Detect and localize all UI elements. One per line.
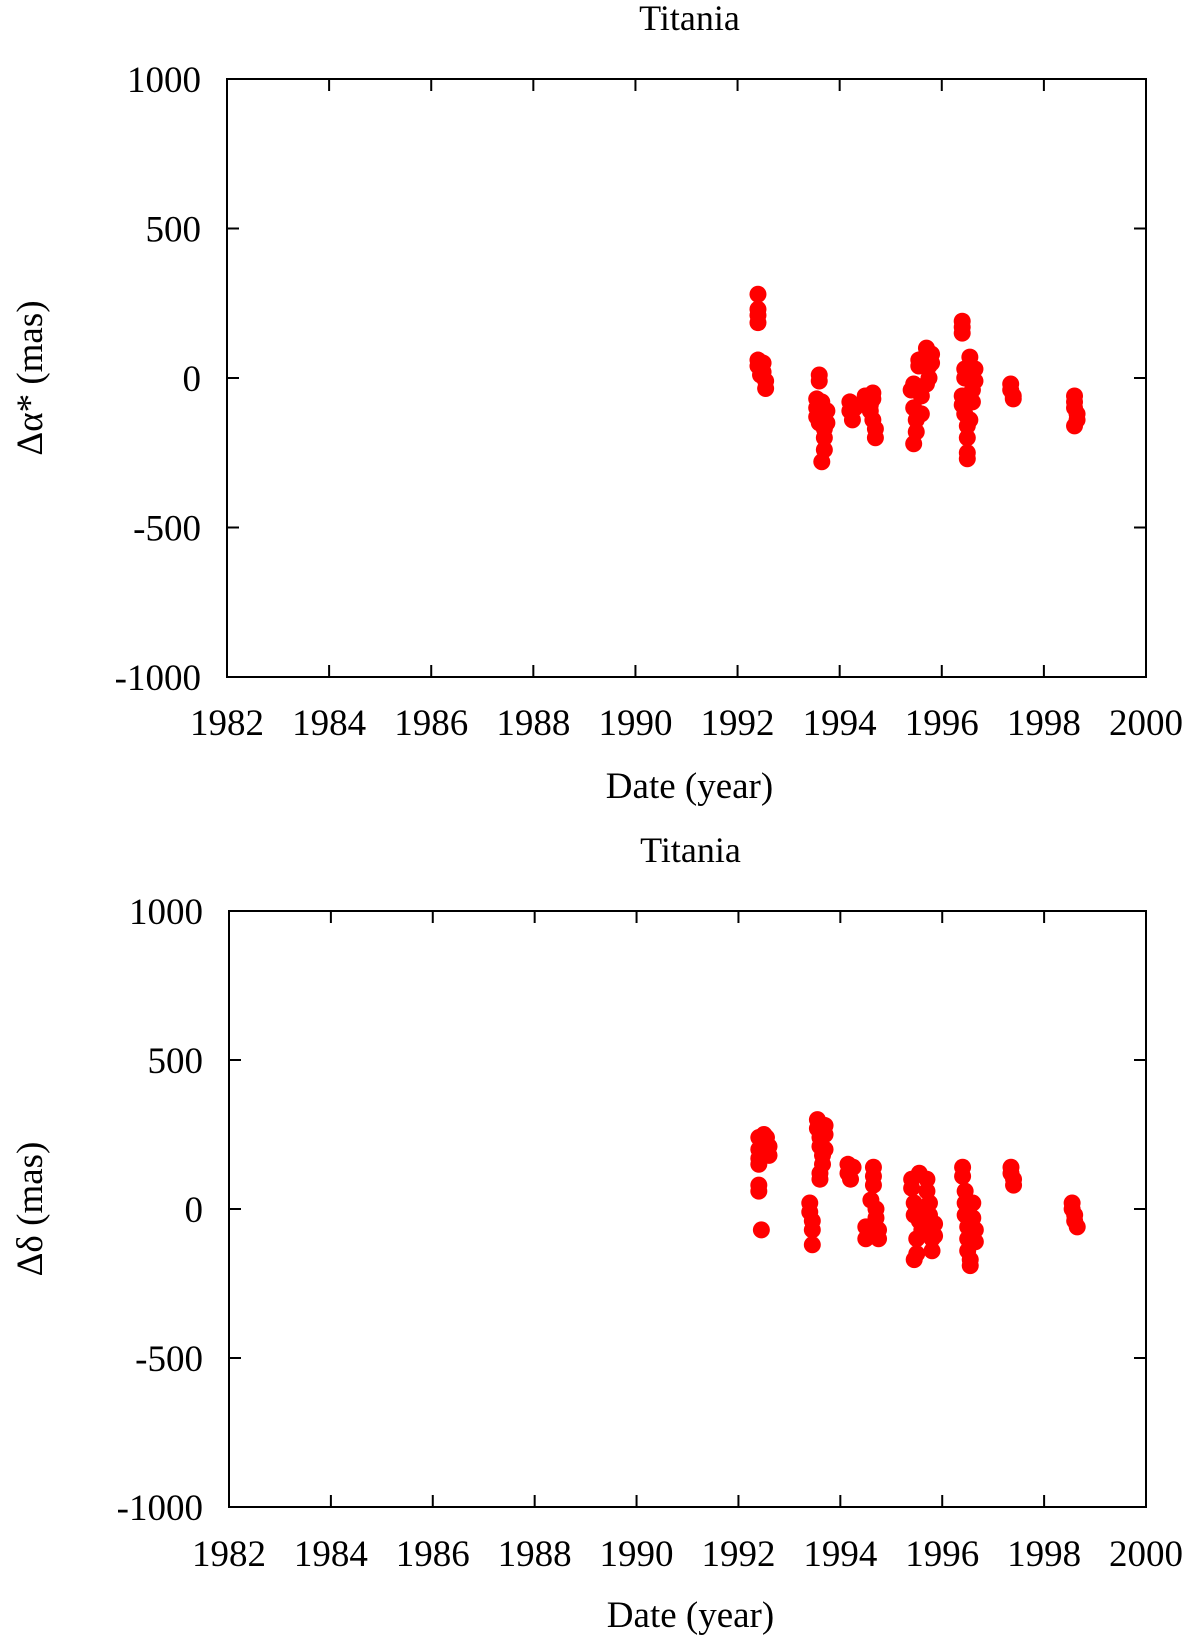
x-tick-label: 1984 bbox=[292, 703, 366, 744]
x-tick-label: 1996 bbox=[905, 703, 979, 744]
x-tick-label: 1982 bbox=[192, 1534, 266, 1575]
x-tick-label: 1996 bbox=[905, 1534, 979, 1575]
data-point bbox=[953, 324, 971, 342]
x-tick-label: 1986 bbox=[394, 703, 468, 744]
data-point bbox=[961, 1257, 979, 1275]
data-point bbox=[803, 1236, 821, 1254]
data-point bbox=[750, 1182, 768, 1200]
x-tick-label: 1988 bbox=[498, 1534, 572, 1575]
plot-frame bbox=[228, 910, 1147, 1508]
y-tick-label: -500 bbox=[133, 509, 201, 550]
x-tick-label: 1992 bbox=[701, 1534, 775, 1575]
data-point bbox=[811, 1170, 829, 1188]
data-point bbox=[803, 1221, 821, 1239]
data-point bbox=[1066, 417, 1084, 435]
data-point bbox=[810, 372, 828, 390]
data-point bbox=[923, 354, 941, 372]
data-point bbox=[1004, 390, 1022, 408]
data-point bbox=[918, 1170, 936, 1188]
y-axis-label: Δδ (mas) bbox=[10, 1142, 51, 1277]
x-tick-label: 1990 bbox=[598, 703, 672, 744]
x-tick-label: 1988 bbox=[496, 703, 570, 744]
y-tick-label: -1000 bbox=[117, 1488, 203, 1529]
data-point bbox=[923, 1242, 941, 1260]
x-tick-label: 1986 bbox=[396, 1534, 470, 1575]
data-point bbox=[954, 1167, 972, 1185]
x-tick-label: 1982 bbox=[190, 703, 264, 744]
data-point bbox=[958, 429, 976, 447]
y-tick-label: 0 bbox=[183, 359, 202, 400]
y-tick-label: 0 bbox=[185, 1190, 204, 1231]
x-tick-label: 1994 bbox=[803, 1534, 877, 1575]
data-point bbox=[864, 390, 882, 408]
data-point bbox=[926, 1215, 944, 1233]
data-point bbox=[1068, 1218, 1086, 1236]
x-axis-label: Date (year) bbox=[607, 1595, 774, 1636]
data-point bbox=[844, 1158, 862, 1176]
data-point bbox=[963, 393, 981, 411]
x-tick-label: 1998 bbox=[1007, 1534, 1081, 1575]
data-point bbox=[864, 1167, 882, 1185]
data-point bbox=[760, 1146, 778, 1164]
data-point bbox=[870, 1230, 888, 1248]
chart-title: Titania bbox=[640, 830, 741, 870]
data-point bbox=[818, 414, 836, 432]
data-point bbox=[816, 1140, 834, 1158]
y-tick-label: 500 bbox=[148, 1041, 204, 1082]
data-point bbox=[966, 372, 984, 390]
data-point bbox=[958, 450, 976, 468]
data-point bbox=[815, 429, 833, 447]
x-tick-label: 1994 bbox=[803, 703, 877, 744]
x-tick-label: 2000 bbox=[1109, 1534, 1183, 1575]
data-point bbox=[961, 411, 979, 429]
x-tick-label: 1992 bbox=[701, 703, 775, 744]
y-tick-label: 1000 bbox=[127, 60, 201, 101]
data-point bbox=[813, 453, 831, 471]
data-points bbox=[750, 1111, 1086, 1275]
y-tick-label: -1000 bbox=[115, 658, 201, 699]
x-tick-label: 1998 bbox=[1007, 703, 1081, 744]
y-tick-label: 500 bbox=[146, 210, 202, 251]
data-point bbox=[752, 1221, 770, 1239]
data-point bbox=[846, 399, 864, 417]
y-tick-label: 1000 bbox=[129, 892, 203, 933]
x-tick-label: 2000 bbox=[1109, 703, 1183, 744]
data-point bbox=[749, 314, 767, 332]
y-axis-label: Δα* (mas) bbox=[10, 300, 51, 455]
x-tick-label: 1984 bbox=[294, 1534, 368, 1575]
data-point bbox=[749, 285, 767, 303]
data-point bbox=[966, 1233, 984, 1251]
data-point bbox=[903, 1179, 921, 1197]
data-point bbox=[908, 1245, 926, 1263]
chart-title: Titania bbox=[639, 0, 740, 38]
x-axis-label: Date (year) bbox=[606, 766, 773, 807]
data-point bbox=[966, 360, 984, 378]
data-point bbox=[920, 1194, 938, 1212]
data-point bbox=[926, 1227, 944, 1245]
data-point bbox=[1005, 1176, 1023, 1194]
x-tick-label: 1990 bbox=[600, 1534, 674, 1575]
data-point bbox=[818, 402, 836, 420]
data-point bbox=[866, 429, 884, 447]
data-point bbox=[757, 379, 775, 397]
data-point bbox=[964, 1194, 982, 1212]
y-tick-label: -500 bbox=[135, 1339, 203, 1380]
data-point bbox=[966, 1221, 984, 1239]
data-point bbox=[912, 405, 930, 423]
data-points bbox=[749, 285, 1086, 471]
chart-panel-1: Titania 1982 1984 1986 1988 1990 1992 1994 1996 1… bbox=[10, 0, 1183, 807]
data-point bbox=[816, 1126, 834, 1143]
data-point bbox=[867, 1200, 885, 1218]
data-point bbox=[917, 375, 935, 393]
data-point bbox=[905, 435, 923, 453]
chart-panel-2: Titania 1982 1984 1986 1988 1990 1992 1994 1996 1… bbox=[10, 830, 1183, 1636]
